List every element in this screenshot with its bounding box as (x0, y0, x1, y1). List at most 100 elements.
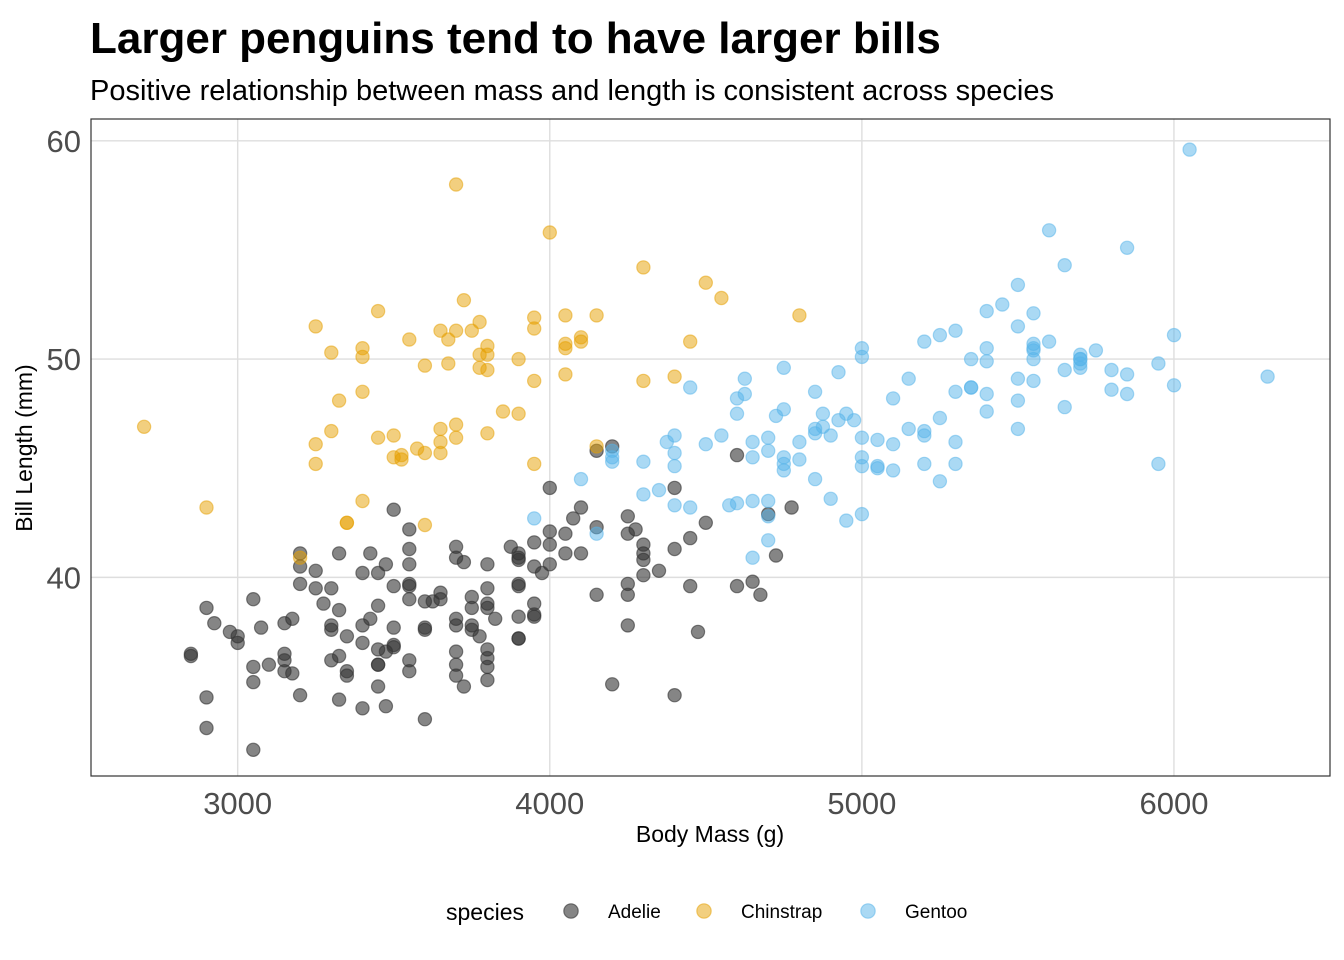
point-chinstrap-19 (667, 369, 682, 384)
point-gentoo-37 (932, 474, 948, 489)
point-gentoo-10 (745, 550, 760, 565)
point-adelie-104 (402, 576, 417, 592)
point-adelie-113 (511, 578, 526, 594)
point-gentoo-69 (1026, 336, 1041, 351)
point-adelie-109 (488, 611, 503, 627)
point-adelie-89 (402, 664, 417, 679)
point-chinstrap-56 (308, 456, 323, 472)
point-adelie-42 (667, 480, 682, 496)
point-gentoo-4 (979, 404, 994, 419)
point-adelie-60 (667, 541, 682, 557)
point-adelie-105 (464, 600, 479, 616)
point-adelie-83 (339, 629, 355, 644)
point-gentoo-81 (995, 297, 1010, 312)
point-adelie-13 (667, 688, 682, 703)
point-gentoo-111 (745, 493, 760, 509)
point-adelie-15 (370, 598, 386, 613)
point-chinstrap-49 (441, 356, 456, 371)
point-chinstrap-31 (636, 260, 651, 275)
series-chinstrap (136, 177, 807, 565)
point-gentoo-93 (1057, 362, 1072, 378)
point-gentoo-2 (683, 380, 698, 395)
point-adelie-82 (605, 677, 620, 692)
point-gentoo-104 (1010, 421, 1026, 437)
point-gentoo-116 (831, 413, 846, 428)
point-adelie-114 (566, 511, 581, 526)
point-chinstrap-8 (589, 439, 604, 454)
point-adelie-24 (480, 672, 495, 688)
point-chinstrap-29 (714, 290, 729, 306)
point-chinstrap-55 (370, 303, 386, 319)
point-adelie-126 (636, 537, 651, 552)
point-adelie-144 (433, 592, 448, 607)
point-adelie-17 (331, 692, 347, 707)
point-adelie-34 (589, 587, 604, 603)
point-adelie-31 (324, 581, 339, 596)
point-adelie-139 (355, 565, 370, 581)
point-chinstrap-42 (402, 332, 417, 347)
point-adelie-110 (729, 447, 745, 463)
point-gentoo-5 (714, 428, 729, 443)
point-adelie-132 (690, 624, 706, 640)
point-gentoo-101 (1041, 223, 1057, 238)
point-chinstrap-34 (417, 358, 433, 373)
point-adelie-141 (246, 742, 261, 758)
point-adelie-41 (261, 657, 277, 672)
point-chinstrap-66 (573, 334, 589, 349)
point-gentoo-36 (839, 513, 854, 528)
point-gentoo-99 (932, 327, 948, 343)
point-chinstrap-13 (558, 308, 573, 323)
point-adelie-49 (386, 578, 401, 594)
point-gentoo-73 (917, 428, 932, 443)
point-adelie-52 (558, 526, 573, 541)
point-gentoo-60 (605, 454, 620, 469)
point-gentoo-35 (979, 386, 994, 402)
point-gentoo-17 (1260, 369, 1275, 384)
point-gentoo-13 (1119, 386, 1135, 402)
point-adelie-94 (636, 552, 651, 568)
point-gentoo-102 (846, 413, 862, 428)
point-adelie-101 (253, 620, 269, 635)
point-adelie-148 (464, 618, 479, 633)
point-adelie-51 (370, 679, 386, 694)
point-adelie-111 (292, 576, 308, 592)
point-chinstrap-16 (324, 345, 339, 360)
point-chinstrap-25 (589, 308, 604, 323)
point-chinstrap-35 (511, 406, 526, 421)
point-gentoo-74 (761, 430, 776, 445)
point-gentoo-39 (963, 380, 979, 395)
point-adelie-63 (183, 648, 199, 664)
point-chinstrap-59 (394, 447, 409, 463)
point-gentoo-98 (737, 386, 753, 402)
point-chinstrap-28 (448, 430, 464, 445)
point-gentoo-91 (979, 303, 994, 319)
point-chinstrap-38 (136, 419, 152, 434)
point-adelie-97 (199, 720, 214, 736)
point-chinstrap-63 (542, 225, 558, 240)
point-adelie-78 (542, 524, 558, 539)
series-gentoo (527, 142, 1275, 565)
point-adelie-62 (558, 546, 573, 561)
point-chinstrap-53 (558, 336, 573, 351)
plot-panel-border (90, 118, 1331, 777)
point-gentoo-82 (768, 408, 784, 424)
point-chinstrap-4 (456, 293, 472, 308)
point-chinstrap-67 (472, 347, 487, 362)
point-adelie-99 (456, 679, 472, 694)
point-adelie-128 (542, 480, 558, 496)
point-gentoo-18 (792, 434, 807, 450)
x-tick-label-6000: 6000 (1139, 786, 1208, 821)
point-gentoo-88 (815, 406, 831, 421)
point-gentoo-56 (636, 487, 651, 502)
point-gentoo-94 (807, 471, 823, 487)
point-gentoo-106 (1010, 277, 1026, 293)
point-adelie-92 (683, 578, 698, 594)
point-gentoo-47 (979, 341, 994, 356)
point-adelie-103 (207, 616, 222, 631)
point-adelie-7 (378, 699, 394, 714)
point-gentoo-79 (1151, 456, 1166, 472)
point-chinstrap-37 (792, 308, 807, 323)
point-gentoo-92 (776, 450, 792, 465)
point-chinstrap-11 (472, 314, 487, 330)
